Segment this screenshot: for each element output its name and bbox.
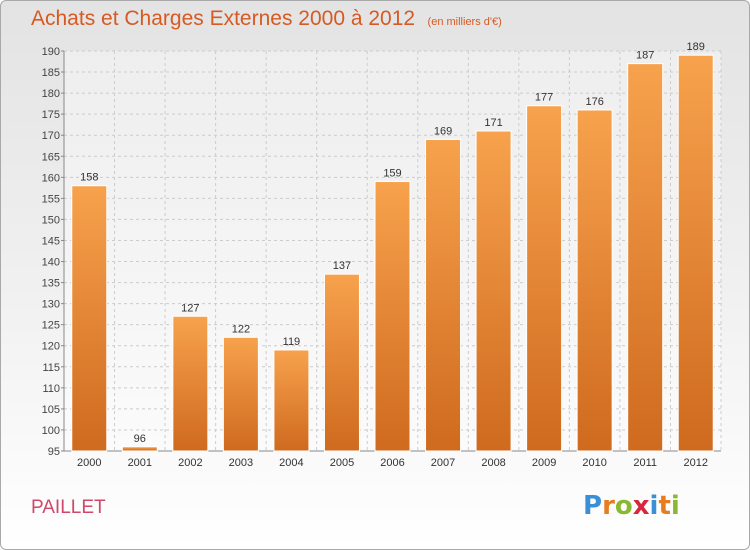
- proxiti-logo: Proxiti: [583, 491, 680, 521]
- y-tick-label: 155: [42, 193, 60, 205]
- y-tick-label: 150: [42, 214, 60, 226]
- x-tick-label: 2012: [683, 457, 707, 469]
- value-label: 171: [484, 117, 502, 129]
- bar-2004: [273, 349, 310, 452]
- label-layer: 158 96 127 122 119 137 159 169 171 177 176 187 189: [80, 41, 705, 445]
- y-tick-label: 125: [42, 320, 60, 332]
- y-tick-label: 175: [42, 109, 60, 121]
- y-tick-label: 100: [42, 425, 60, 437]
- value-label: 127: [181, 302, 199, 314]
- bar-2003: [222, 336, 259, 452]
- value-label: 137: [333, 260, 351, 272]
- title-row: Achats et Charges Externes 2000 à 2012 (…: [31, 7, 502, 31]
- value-label: 119: [283, 336, 301, 348]
- bar-2011: [627, 63, 664, 452]
- bar-2008: [475, 130, 512, 452]
- x-tick-label: 2003: [229, 457, 253, 469]
- value-label: 159: [383, 168, 401, 180]
- x-tick-label: 2005: [330, 457, 354, 469]
- y-tick-label: 135: [42, 278, 60, 290]
- y-tick-label: 170: [42, 130, 60, 142]
- commune-name: PAILLET: [31, 497, 106, 518]
- bar-2007: [425, 138, 462, 452]
- bar-2010: [576, 109, 613, 452]
- y-tick-label: 145: [42, 235, 60, 247]
- y-tick-label: 190: [42, 46, 60, 58]
- y-tick-label: 95: [48, 446, 60, 458]
- x-tick-label: 2010: [582, 457, 606, 469]
- x-tick-label: 2011: [633, 457, 657, 469]
- y-tick-label: 130: [42, 299, 60, 311]
- bar-2012: [677, 54, 714, 452]
- x-tick-label: 2006: [380, 457, 404, 469]
- chart-title: Achats et Charges Externes 2000 à 2012: [31, 7, 416, 30]
- y-tick-label: 105: [42, 404, 60, 416]
- y-tick-label: 165: [42, 151, 60, 163]
- y-tick-label: 115: [42, 362, 60, 374]
- y-tick-label: 110: [42, 383, 60, 395]
- value-label: 177: [535, 92, 553, 104]
- value-label: 122: [232, 323, 250, 335]
- bar-2006: [374, 181, 411, 452]
- bar-2000: [71, 185, 108, 452]
- bar-2002: [172, 315, 209, 452]
- x-tick-label: 2002: [178, 457, 202, 469]
- value-label: 189: [687, 41, 705, 53]
- y-tick-label: 180: [42, 88, 60, 100]
- y-tick-label: 140: [42, 257, 60, 269]
- x-tick-label: 2004: [279, 457, 303, 469]
- bar-2005: [323, 273, 360, 452]
- x-tick-label: 2001: [128, 457, 152, 469]
- value-label: 187: [636, 50, 654, 62]
- value-label: 158: [80, 172, 98, 184]
- bar-layer: [71, 54, 714, 452]
- bar-2009: [526, 105, 563, 452]
- y-tick-label: 160: [42, 172, 60, 184]
- x-tick-label: 2008: [481, 457, 505, 469]
- x-tick-label: 2009: [532, 457, 556, 469]
- value-label: 169: [434, 125, 452, 137]
- x-tick-label: 2007: [431, 457, 455, 469]
- y-tick-label: 185: [42, 67, 60, 79]
- bar-2001: [121, 446, 158, 452]
- value-label: 96: [134, 433, 146, 445]
- value-label: 176: [585, 96, 603, 108]
- y-tick-label: 120: [42, 341, 60, 353]
- x-tick-label: 2000: [77, 457, 101, 469]
- chart-subtitle: (en milliers d'€): [427, 16, 502, 28]
